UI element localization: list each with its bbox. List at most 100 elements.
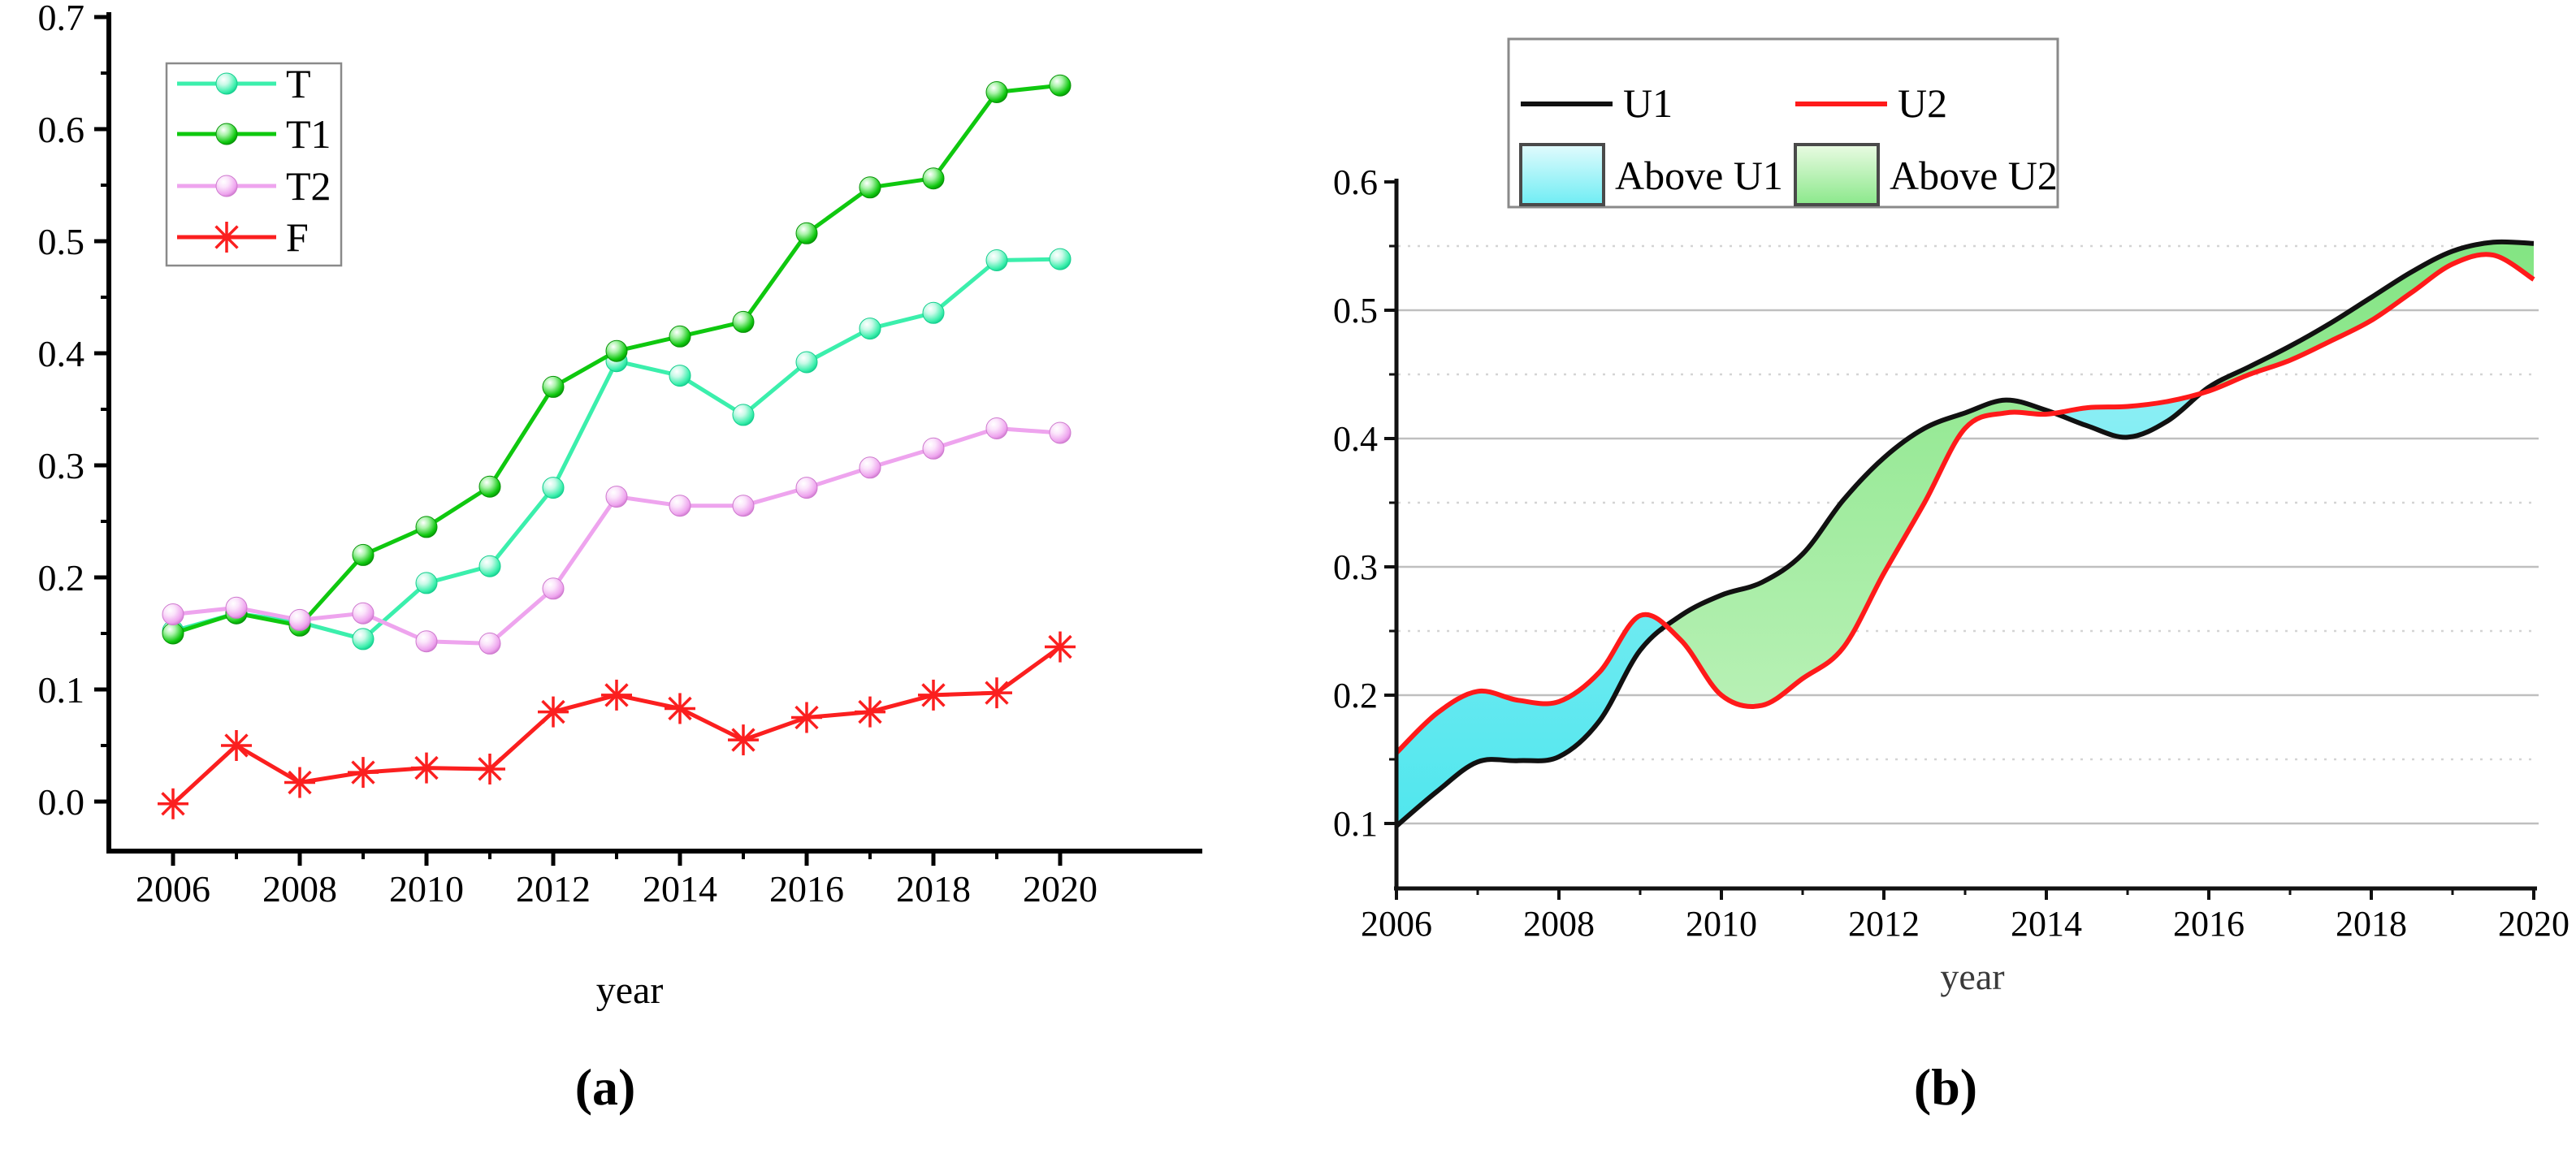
area-above-u2 [1666,400,2055,707]
series-T1 [162,74,1072,645]
marker-asterisk [284,767,315,798]
x-tick-label-b: 2014 [2011,904,2082,944]
marker-ball-T2 [732,495,755,517]
x-tick-label-a: 2006 [136,868,210,910]
y-tick-label-b: 0.5 [1333,291,1378,331]
marker-asterisk [1045,631,1076,663]
curve-U1 [1395,239,2535,828]
legend-a-marker-T1 [215,123,238,145]
y-tick-label-b: 0.4 [1333,419,1378,459]
marker-asterisk [348,757,379,789]
marker-ball-T1 [1049,74,1072,97]
marker-asterisk [918,679,949,711]
legend-a-marker-T [215,72,238,95]
marker-ball-T2 [605,486,628,508]
marker-ball-T [1049,248,1072,270]
marker-ball-T2 [415,630,438,653]
marker-ball-T [859,318,881,340]
marker-ball-T [795,351,818,374]
marker-ball-T1 [605,339,628,362]
x-axis-title-b: year [1940,956,2005,997]
marker-ball-T [352,628,374,650]
series-T2 [162,417,1072,655]
marker-ball-T1 [795,222,818,244]
y-tick-label-b: 0.3 [1333,547,1378,587]
marker-ball-T2 [859,456,881,479]
marker-ball-T2 [352,602,374,625]
marker-asterisk [791,702,822,733]
marker-asterisk [981,677,1012,709]
y-tick-label-a: 0.7 [38,0,85,38]
marker-ball-T1 [542,375,565,398]
legend-a: T T1 T2 F [165,61,343,267]
legend-a-marker-T2 [215,175,238,197]
marker-ball-T2 [669,495,691,517]
marker-ball-T1 [732,310,755,333]
x-tick-label-b: 2012 [1848,904,1920,944]
marker-ball-T2 [1049,421,1072,444]
legend-b-swatch-above-u1 [1519,143,1605,206]
curve-U2 [1394,252,2535,755]
marker-ball-T [669,365,691,387]
area-above-u2 [2200,241,2534,394]
x-tick-label-a: 2016 [769,868,844,910]
y-tick-label-b: 0.2 [1333,676,1378,715]
x-tick-label-a: 2012 [516,868,591,910]
legend-a-label-T: T [286,61,311,106]
x-tick-label-b: 2010 [1686,904,1757,944]
chart-a: 0.0 0.1 0.2 0.3 0.4 0.5 0.6 0.7 2006 2008 2010 2012… [38,0,1202,910]
marker-asterisk [158,788,188,819]
legend-a-label-T1: T1 [286,111,331,157]
x-tick-label-a: 2020 [1023,868,1098,910]
y-tick-label-a: 0.2 [38,557,85,599]
x-tick-label-a: 2008 [262,868,337,910]
chart-b: 0.1 0.2 0.3 0.4 0.5 0.6 2006 2008 2010 2012 2014 20… [1333,37,2570,944]
marker-ball-T [542,477,565,499]
marker-ball-T1 [669,325,691,348]
y-tick-label-a: 0.3 [38,445,85,486]
marker-asterisk [411,752,442,784]
marker-ball-T2 [985,417,1008,439]
marker-ball-T [415,572,438,594]
marker-asterisk [601,679,632,711]
y-tick-label-a: 0.1 [38,669,85,711]
x-tick-label-a: 2010 [389,868,464,910]
marker-asterisk [728,724,759,756]
y-tick-label-b: 0.6 [1333,162,1378,202]
marker-asterisk [211,222,242,253]
legend-b-label-U2: U2 [1898,80,1947,126]
y-tick-label-a: 0.5 [38,221,85,262]
marker-ball-T1 [985,81,1008,103]
marker-ball-T1 [415,516,438,538]
marker-ball-T1 [922,167,945,190]
marker-ball-T2 [922,437,945,460]
marker-ball-T [478,555,501,577]
marker-ball-T [985,249,1008,271]
marker-ball-T1 [352,543,374,566]
x-tick-label-b: 2016 [2173,904,2245,944]
y-tick-label-b: 0.1 [1333,804,1378,844]
legend-a-label-F: F [286,214,309,260]
marker-ball-T1 [478,475,501,498]
marker-asterisk [855,696,885,728]
legend-b-label-above-u1: Above U1 [1615,153,1783,198]
marker-ball-T [922,301,945,324]
caption-b: (b) [1913,1058,1978,1116]
y-tick-label-a: 0.6 [38,109,85,150]
marker-asterisk [221,730,252,761]
marker-ball-T2 [542,577,565,600]
x-tick-label-b: 2020 [2498,904,2570,944]
x-tick-label-a: 2014 [643,868,717,910]
marker-ball-T2 [478,632,501,655]
marker-asterisk [474,753,505,784]
x-tick-label-a: 2018 [896,868,971,910]
legend-a-box [165,62,343,267]
legend-b-swatch-above-u2 [1794,143,1880,206]
marker-ball-T1 [859,176,881,199]
marker-ball-T2 [795,477,818,499]
x-axis-title-a: year [595,969,664,1012]
y-tick-label-a: 0.4 [38,333,85,374]
y-tick-label-a: 0.0 [38,781,85,823]
